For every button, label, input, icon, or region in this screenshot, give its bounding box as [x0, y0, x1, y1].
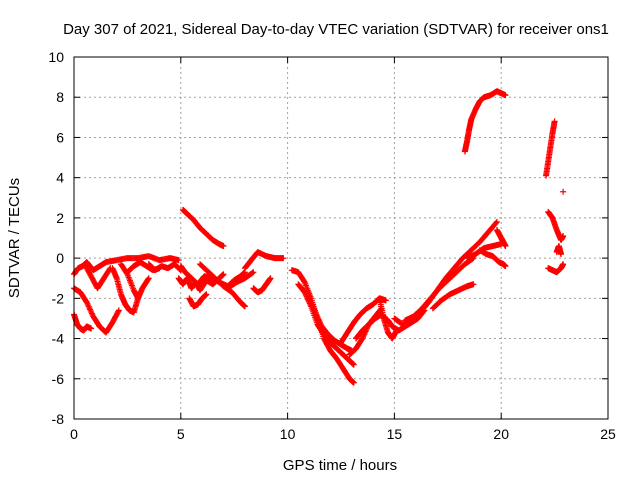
series-track-20	[338, 295, 389, 346]
series-track-24	[391, 218, 500, 328]
chart-title: Day 307 of 2021, Sidereal Day-to-day VTE…	[63, 21, 609, 38]
data-point	[88, 325, 95, 332]
data-point	[393, 327, 400, 334]
data-point	[220, 243, 227, 250]
data-point	[350, 379, 357, 386]
data-point	[382, 297, 389, 304]
series-track-29	[493, 226, 509, 250]
data-point	[220, 271, 227, 278]
data-point	[145, 275, 152, 282]
y-tick-label: -6	[52, 371, 65, 387]
data-point	[249, 269, 256, 276]
y-tick-label: -2	[52, 290, 65, 306]
x-tick-labels: 0 5 10 15 20 25	[70, 426, 616, 442]
data-point	[301, 278, 308, 285]
data-point	[115, 307, 122, 314]
x-tick-label: 20	[493, 426, 509, 442]
x-tick-label: 10	[280, 426, 296, 442]
series-track-32	[545, 208, 567, 244]
series-track-15	[224, 269, 257, 292]
data-point	[560, 261, 567, 268]
series-track-12	[186, 291, 210, 310]
data-points	[71, 88, 567, 386]
series-track-4	[81, 261, 114, 292]
series-track-23	[376, 295, 400, 342]
plot-frame	[73, 56, 609, 420]
data-point	[470, 281, 477, 288]
series-track-5	[109, 265, 142, 316]
data-point	[560, 232, 567, 239]
data-point	[280, 255, 287, 262]
y-tick-label: 6	[56, 129, 64, 145]
x-tick-label: 15	[387, 426, 403, 442]
data-point	[502, 92, 509, 99]
y-tick-label: 10	[48, 49, 64, 65]
y-tick-label: -8	[52, 411, 65, 427]
series-track-3	[71, 311, 95, 334]
series-track-13	[197, 261, 248, 310]
data-point	[175, 257, 182, 264]
y-tick-label: 2	[56, 210, 64, 226]
data-point	[493, 219, 500, 226]
x-tick-label: 25	[600, 426, 616, 442]
y-axis-label: SDTVAR / TECUs	[6, 178, 23, 298]
data-point	[145, 276, 152, 283]
y-tick-labels: -8 -6 -4 -2 0 2 4 6 8 10	[48, 49, 64, 427]
series-track-21	[346, 305, 385, 358]
series-track-6	[117, 261, 152, 302]
data-point	[502, 243, 509, 250]
series-track-30	[461, 88, 509, 155]
series-track-35	[560, 188, 567, 195]
gridlines	[74, 57, 608, 419]
x-tick-label: 0	[70, 426, 78, 442]
series-track-26	[429, 281, 477, 312]
data-point	[558, 251, 565, 258]
data-point	[560, 188, 567, 195]
x-axis-label: GPS time / hours	[283, 457, 397, 474]
series-track-28	[476, 247, 509, 270]
series-track-1	[71, 253, 182, 278]
series-track-33	[545, 261, 567, 276]
series-track-14	[241, 249, 287, 272]
data-point	[241, 303, 248, 310]
series-track-16	[250, 275, 274, 296]
data-point	[350, 361, 357, 368]
y-tick-label: -4	[52, 331, 65, 347]
x-tick-label: 5	[177, 426, 185, 442]
data-point	[203, 291, 210, 298]
series-track-25	[402, 255, 477, 324]
y-tick-label: 0	[56, 250, 64, 266]
series-track-11	[179, 206, 227, 250]
series-track-31	[543, 118, 558, 179]
data-point	[551, 118, 558, 125]
y-tick-label: 4	[56, 170, 64, 186]
data-point	[250, 285, 257, 292]
y-tick-label: 8	[56, 89, 64, 105]
data-point	[502, 263, 509, 270]
data-point	[250, 269, 257, 276]
series-track-34	[553, 243, 565, 258]
series-track-2	[71, 285, 122, 336]
data-point	[115, 308, 122, 315]
data-point	[493, 218, 500, 225]
